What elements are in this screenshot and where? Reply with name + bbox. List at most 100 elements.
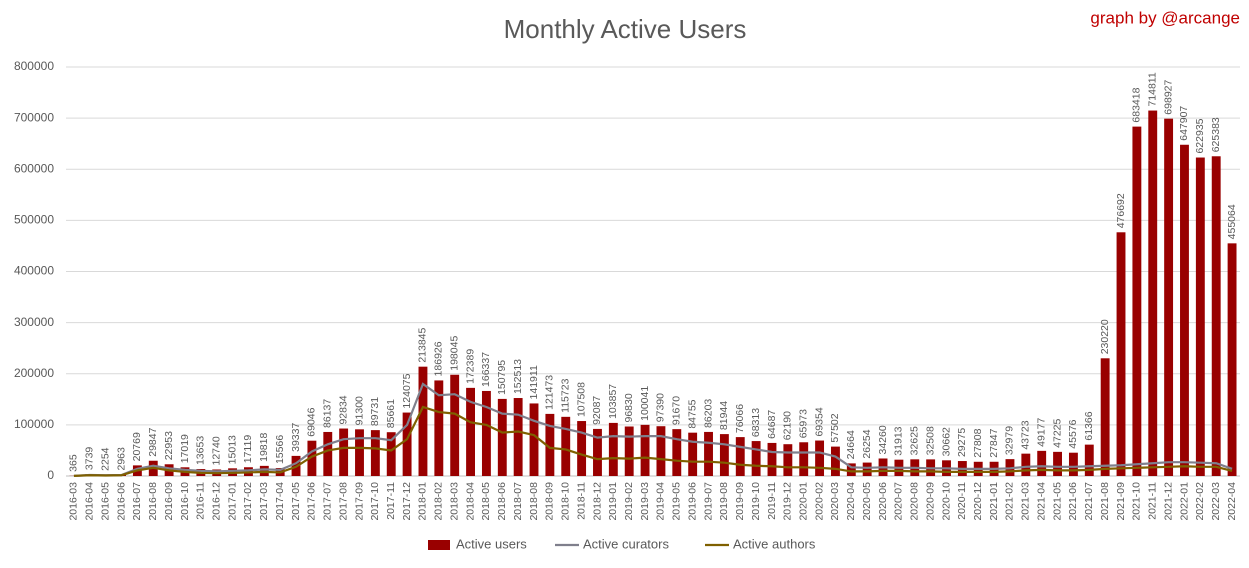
x-tick-label: 2021-11 — [1147, 482, 1159, 520]
data-label: 47225 — [1051, 418, 1063, 447]
bar — [656, 426, 666, 476]
data-label: 3739 — [84, 447, 96, 471]
data-label: 647907 — [1178, 106, 1190, 141]
data-label: 27808 — [972, 428, 984, 457]
bar — [815, 440, 825, 476]
data-label: 30662 — [940, 427, 952, 456]
data-label: 27847 — [988, 428, 1000, 457]
data-label: 107508 — [575, 382, 587, 417]
x-tick-label: 2017-12 — [401, 482, 413, 521]
x-tick-label: 2020-03 — [829, 482, 841, 521]
data-label: 57502 — [829, 413, 841, 442]
bar — [831, 446, 840, 476]
data-label: 61366 — [1083, 411, 1095, 440]
data-label: 96830 — [623, 393, 635, 422]
line — [73, 405, 1233, 477]
x-tick-label: 2017-03 — [258, 482, 270, 521]
legend-label: Active users — [456, 536, 527, 551]
data-label: 86203 — [702, 399, 714, 428]
data-label: 150795 — [496, 360, 508, 395]
data-label: 34260 — [877, 425, 889, 454]
x-tick-label: 2022-04 — [1226, 482, 1238, 521]
data-label: 32508 — [924, 426, 936, 455]
x-tick-label: 2018-04 — [464, 482, 476, 521]
x-tick-label: 2018-09 — [544, 482, 556, 521]
x-tick-label: 2016-08 — [147, 482, 159, 521]
bar — [466, 387, 475, 476]
bar — [513, 398, 523, 476]
bar — [783, 444, 793, 476]
data-label: 22953 — [163, 431, 175, 460]
bar — [862, 462, 872, 476]
bar — [1211, 156, 1221, 476]
x-tick-label: 2021-06 — [1067, 482, 1079, 521]
y-tick-label: 700000 — [14, 110, 54, 124]
bar — [1100, 358, 1110, 476]
bar — [799, 442, 809, 476]
x-tick-label: 2019-05 — [671, 482, 683, 521]
data-label: 29847 — [147, 427, 159, 456]
x-tick-label: 2018-05 — [480, 482, 492, 521]
x-tick-label: 2016-05 — [99, 482, 111, 521]
x-tick-label: 2017-08 — [337, 482, 349, 521]
credit: graph by @arcange — [1090, 8, 1240, 27]
data-label: 91300 — [353, 396, 365, 425]
bar — [529, 403, 539, 476]
x-tick-label: 2019-07 — [702, 482, 714, 521]
data-label: 92087 — [591, 396, 603, 425]
bar — [1164, 118, 1174, 476]
bar — [339, 428, 349, 476]
x-tick-label: 2021-10 — [1131, 482, 1143, 521]
data-label: 81944 — [718, 401, 730, 430]
x-tick-label: 2019-12 — [782, 482, 794, 521]
data-label: 76066 — [734, 404, 746, 433]
data-label: 32979 — [1004, 426, 1016, 455]
x-tick-label: 2017-06 — [306, 482, 318, 521]
x-tick-label: 2019-08 — [718, 482, 730, 521]
y-tick-label: 300000 — [14, 315, 54, 329]
x-tick-label: 2017-04 — [274, 482, 286, 521]
y-tick-label: 400000 — [14, 264, 54, 278]
chart-title: Monthly Active Users — [504, 14, 747, 44]
bar — [608, 422, 618, 476]
x-tick-label: 2019-02 — [623, 482, 635, 521]
data-label: 39337 — [290, 423, 302, 452]
data-label: 714811 — [1147, 72, 1159, 106]
data-label: 91670 — [671, 396, 683, 425]
data-label: 100041 — [639, 386, 651, 421]
x-tick-label: 2019-10 — [750, 482, 762, 521]
x-tick-label: 2021-05 — [1051, 482, 1063, 521]
x-tick-label: 2016-07 — [131, 482, 143, 521]
data-label: 152513 — [512, 359, 524, 394]
bar — [1053, 451, 1062, 476]
data-label: 186926 — [433, 341, 445, 376]
x-tick-label: 2018-03 — [448, 482, 460, 521]
x-tick-label: 2022-01 — [1178, 482, 1190, 521]
data-label: 121473 — [544, 375, 556, 410]
data-label: 68313 — [750, 408, 762, 437]
data-label: 2254 — [99, 447, 111, 471]
data-label: 213845 — [417, 327, 429, 362]
data-label: 64687 — [766, 410, 778, 439]
x-tick-label: 2016-10 — [179, 482, 191, 521]
bar — [307, 440, 317, 476]
x-tick-label: 2018-11 — [575, 482, 587, 520]
x-tick-label: 2016-12 — [210, 482, 222, 521]
data-label: 84755 — [686, 399, 698, 428]
bar — [767, 442, 777, 476]
data-label: 97390 — [655, 393, 667, 422]
bar — [481, 390, 491, 476]
bar — [450, 374, 460, 476]
x-tick-label: 2020-01 — [797, 482, 809, 521]
x-tick-label: 2020-08 — [909, 482, 921, 521]
data-label: 65973 — [797, 409, 809, 438]
data-label: 19818 — [258, 433, 270, 462]
data-label: 69354 — [813, 407, 825, 436]
x-tick-label: 2017-01 — [226, 482, 238, 521]
bar — [1037, 450, 1047, 476]
data-label: 698927 — [1162, 79, 1174, 114]
x-tick-label: 2021-02 — [1004, 482, 1016, 521]
data-label: 2963 — [115, 447, 127, 471]
bar — [688, 432, 698, 476]
legend-swatch — [428, 540, 450, 550]
